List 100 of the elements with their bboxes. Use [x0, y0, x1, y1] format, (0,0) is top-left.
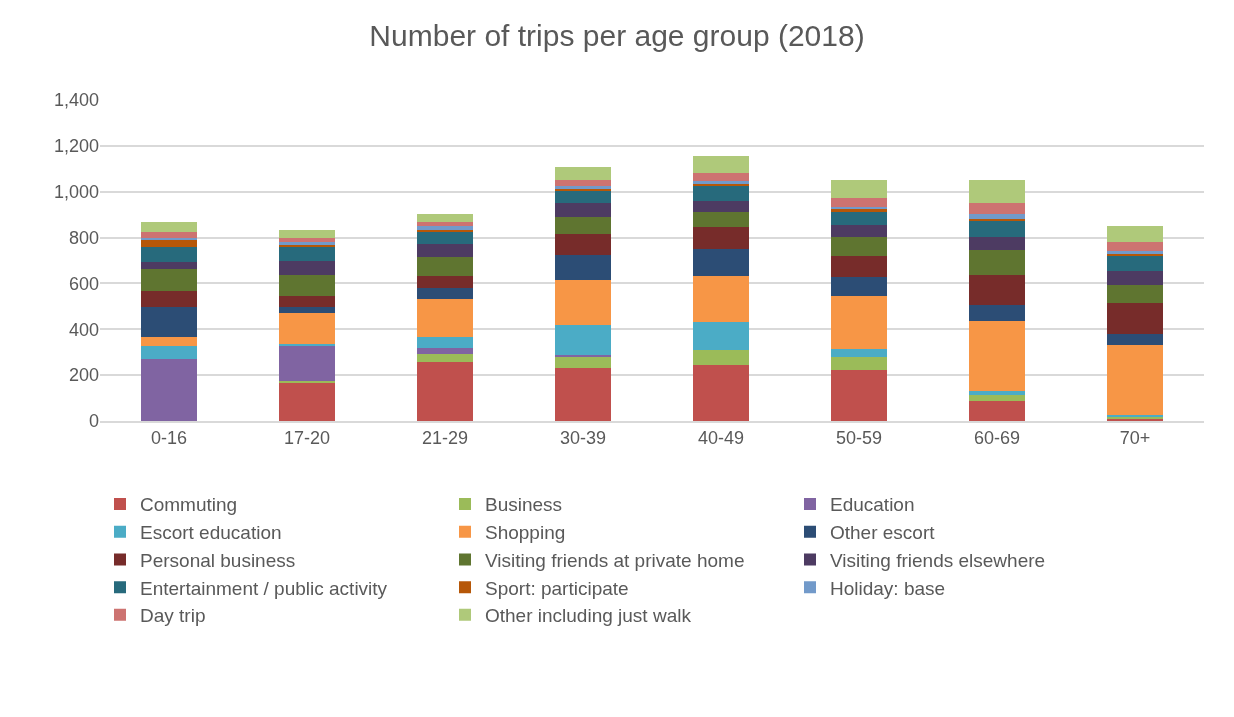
legend-label: Entertainment / public activity	[140, 577, 388, 599]
bar	[693, 322, 749, 351]
legend-label: Sport: participate	[485, 577, 629, 599]
x-tick-label: 30-39	[559, 428, 607, 449]
bar	[969, 304, 1025, 322]
bar	[555, 202, 611, 218]
bar	[831, 349, 887, 357]
legend-label: Education	[830, 494, 915, 516]
legend-label: Other escort	[830, 522, 936, 544]
bar	[1107, 241, 1163, 252]
bar	[693, 227, 749, 250]
bar	[141, 346, 197, 360]
bar	[555, 324, 611, 356]
bar	[693, 365, 749, 421]
y-tick-label: 400	[68, 319, 99, 340]
bar	[1107, 226, 1163, 242]
y-tick-label: 0	[88, 411, 99, 432]
bar	[1107, 344, 1163, 416]
bar	[831, 255, 887, 278]
bar	[279, 238, 335, 243]
bar	[141, 291, 197, 307]
bar	[969, 250, 1025, 275]
bar	[141, 261, 197, 269]
x-tick-label: 40-49	[697, 428, 745, 449]
bar	[555, 179, 611, 186]
bar	[831, 356, 887, 370]
bar	[555, 167, 611, 180]
bar	[831, 296, 887, 349]
bar	[417, 353, 473, 362]
bar	[141, 232, 197, 239]
bar	[279, 306, 335, 313]
bar	[555, 217, 611, 234]
bar	[279, 230, 335, 239]
legend-label: Commuting	[140, 494, 238, 516]
bar	[969, 391, 1025, 396]
bar	[693, 350, 749, 366]
x-tick-label: 50-59	[835, 428, 883, 449]
y-tick-label: 1,000	[53, 182, 99, 203]
bar	[279, 383, 335, 421]
legend-label: Shopping	[485, 522, 566, 544]
bar	[555, 191, 611, 203]
y-tick-label: 1,200	[53, 136, 99, 157]
bar	[417, 231, 473, 244]
bar	[555, 356, 611, 368]
legend-label: Day trip	[140, 605, 206, 627]
legend-label: Other including just walk	[485, 605, 692, 627]
bar	[969, 203, 1025, 215]
bar	[141, 246, 197, 262]
bar	[279, 275, 335, 296]
y-tick-label: 200	[68, 365, 99, 386]
x-tick-label: 21-29	[421, 428, 469, 449]
x-tick-label: 0-16	[150, 428, 188, 449]
bar	[279, 346, 335, 382]
bar	[969, 236, 1025, 251]
bar	[693, 249, 749, 277]
legend-label: Visiting friends at private home	[485, 549, 745, 571]
bar	[417, 336, 473, 349]
legend-label: Business	[485, 494, 563, 516]
legend-label: Personal business	[140, 549, 296, 571]
bar	[969, 214, 1025, 219]
bar	[141, 337, 197, 347]
bar	[555, 233, 611, 255]
bar	[1107, 270, 1163, 285]
bar	[969, 274, 1025, 305]
bar	[693, 173, 749, 181]
bar	[831, 212, 887, 225]
bar	[417, 243, 473, 257]
bar	[969, 400, 1025, 421]
bar	[1107, 303, 1163, 335]
bar	[417, 275, 473, 288]
bar	[969, 321, 1025, 392]
bar	[279, 246, 335, 261]
bar	[141, 359, 197, 421]
bar	[279, 260, 335, 276]
bar	[1107, 284, 1163, 304]
bar	[417, 222, 473, 227]
bar	[141, 268, 197, 291]
bar	[693, 185, 749, 201]
bar	[417, 256, 473, 276]
bar	[969, 180, 1025, 204]
bar	[417, 287, 473, 300]
x-tick-label: 17-20	[283, 428, 331, 449]
legend-label: Holiday: base	[830, 577, 946, 599]
y-tick-label: 1,400	[53, 90, 99, 111]
chart-title: Number of trips per age group (2018)	[369, 19, 865, 53]
bar	[693, 276, 749, 323]
bar	[1107, 334, 1163, 345]
bar	[141, 240, 197, 247]
legend-label: Visiting friends elsewhere	[830, 549, 1046, 571]
bar	[831, 198, 887, 207]
bar	[693, 212, 749, 228]
x-tick-label: 70+	[1119, 428, 1151, 449]
bar	[417, 213, 473, 223]
bar	[831, 179, 887, 199]
bar	[417, 299, 473, 337]
bar	[279, 312, 335, 344]
bar	[1107, 256, 1163, 271]
bar	[141, 306, 197, 338]
bar	[279, 295, 335, 307]
bar	[417, 348, 473, 354]
